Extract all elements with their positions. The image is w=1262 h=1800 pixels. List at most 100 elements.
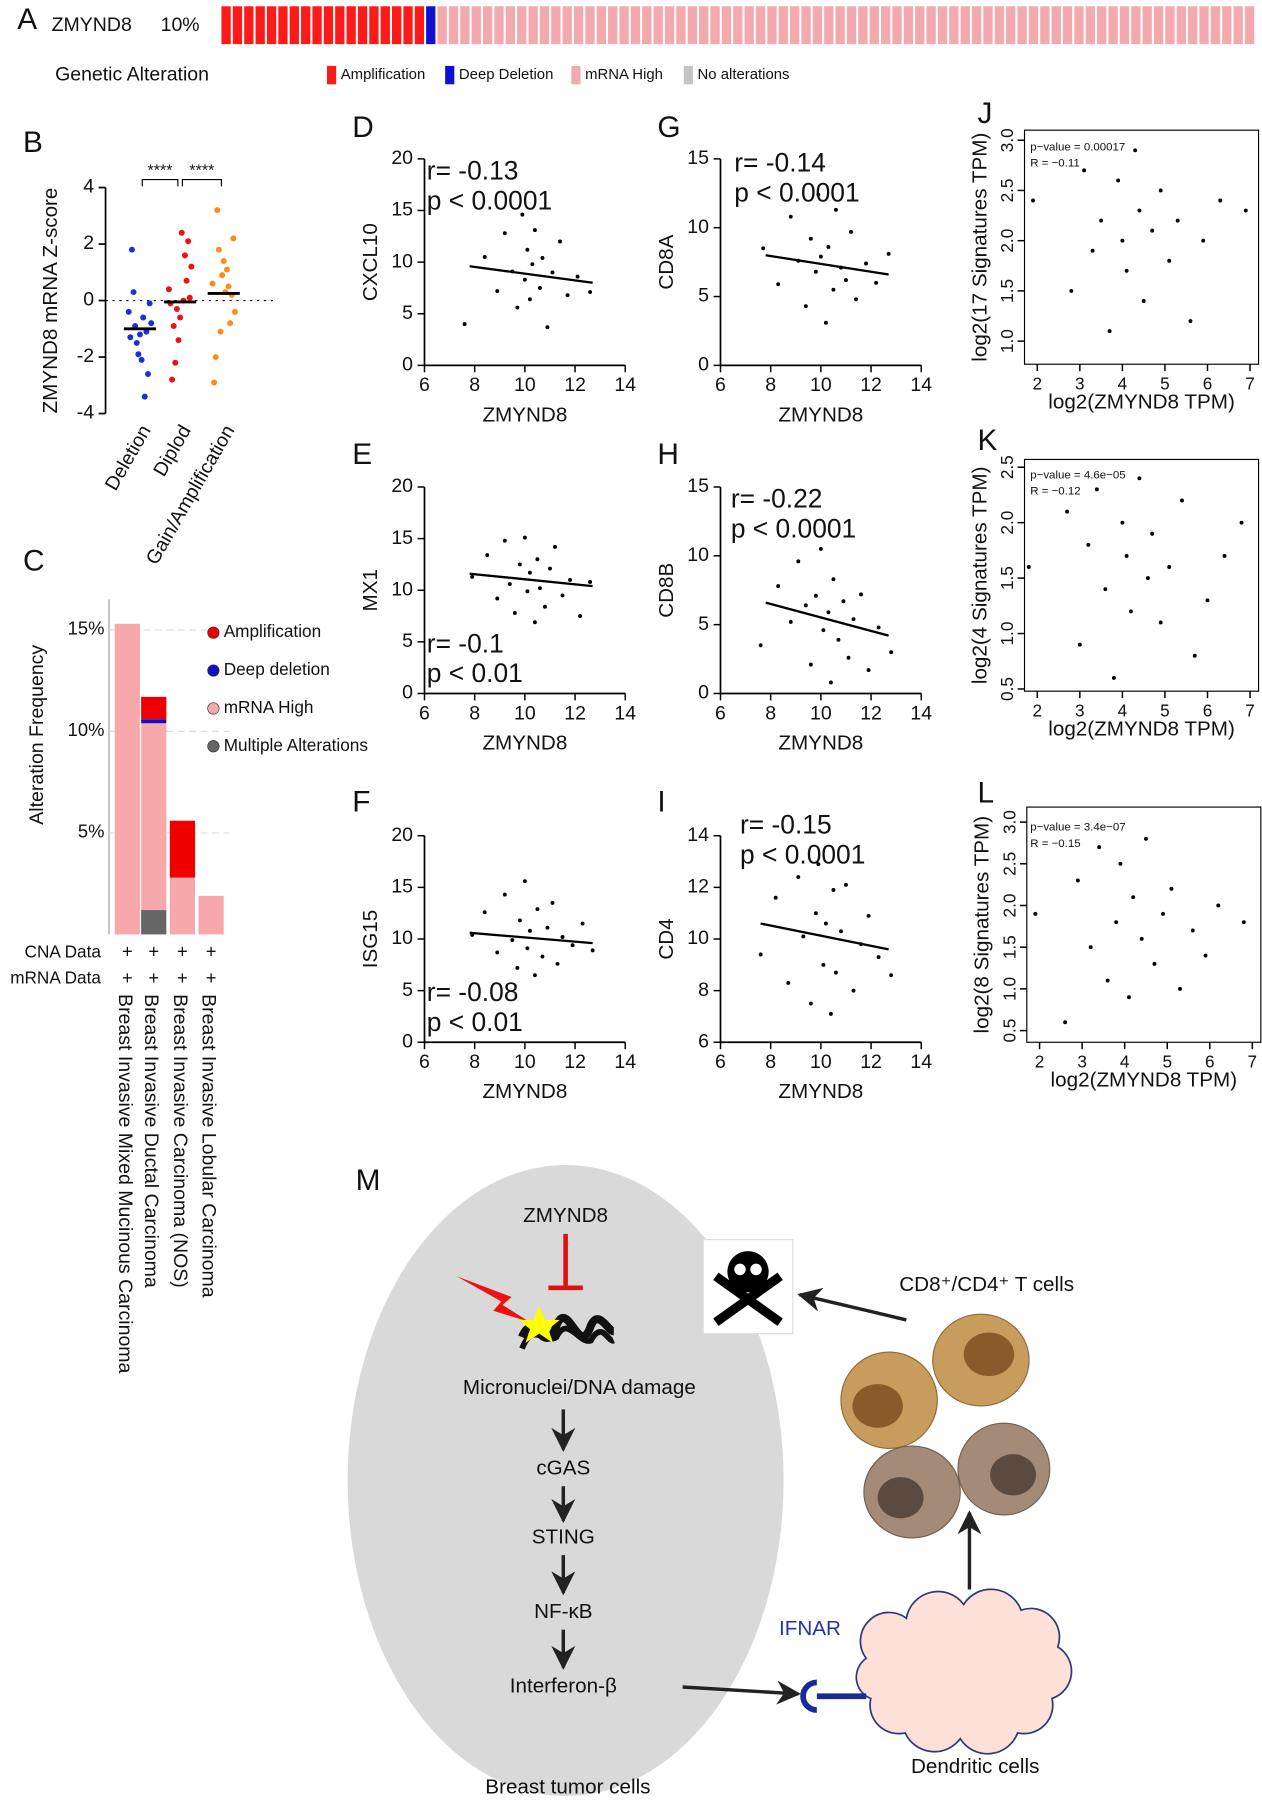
point — [1097, 845, 1102, 850]
alteration-cell — [858, 6, 868, 45]
alteration-cell — [1244, 6, 1255, 45]
point — [1082, 168, 1087, 173]
arrow — [797, 1287, 907, 1322]
alteration-cell — [1074, 6, 1084, 45]
point — [588, 580, 593, 584]
point — [1137, 476, 1142, 481]
point — [517, 562, 522, 567]
alteration-cell — [471, 6, 481, 45]
y-tick-label: 1.5 — [997, 279, 1017, 303]
point — [1190, 928, 1195, 933]
alteration-cell — [699, 6, 709, 45]
point — [758, 952, 763, 957]
point — [844, 882, 848, 887]
point — [803, 603, 808, 608]
alteration-cell — [1131, 6, 1141, 45]
x-tick-label: 7 — [1245, 700, 1255, 720]
annotation: p < 0.01 — [427, 1007, 523, 1037]
alteration-cell — [915, 6, 925, 45]
alteration-cell — [573, 6, 584, 45]
x-tick-label: 14 — [614, 702, 636, 724]
panel-label: J — [977, 97, 992, 130]
alteration-cell — [664, 6, 675, 45]
point — [1239, 520, 1244, 525]
point — [786, 980, 791, 985]
dot — [169, 376, 176, 383]
dot — [173, 306, 180, 313]
bar-segment — [169, 877, 196, 935]
point — [816, 192, 821, 197]
bracket — [181, 178, 222, 187]
frequency-label: 10% — [161, 14, 200, 36]
bar-segment — [141, 910, 167, 935]
dot — [217, 328, 224, 335]
point — [874, 280, 879, 285]
point — [1222, 553, 1227, 558]
point — [540, 256, 545, 260]
y-tick-label: 20 — [391, 147, 413, 169]
alteration-cell — [1028, 6, 1039, 45]
dot — [141, 393, 148, 400]
point — [555, 961, 560, 966]
y-tick-label: 20 — [391, 475, 413, 497]
alteration-cell — [244, 6, 254, 45]
point — [482, 910, 487, 915]
dot — [227, 320, 234, 327]
alteration-cell — [1006, 6, 1016, 45]
x-tick-label: 4 — [1120, 1051, 1130, 1071]
y-tick-label: 2.5 — [999, 852, 1019, 876]
alteration-cell — [505, 6, 516, 45]
alteration-cell — [380, 6, 390, 45]
y-tick-label: 5 — [698, 613, 709, 635]
dot — [135, 351, 142, 358]
point — [1218, 198, 1223, 203]
annotation: r= -0.14 — [734, 148, 826, 178]
x-axis-label: log2(ZMYND8 TPM) — [1048, 718, 1235, 741]
point — [826, 610, 831, 615]
point — [1243, 208, 1248, 213]
arrow — [682, 1680, 801, 1705]
point — [560, 593, 565, 598]
point — [502, 538, 507, 543]
alteration-cell — [596, 6, 607, 45]
node: cGAS — [536, 1457, 590, 1480]
y-tick-label: 10 — [391, 250, 413, 272]
alteration-cell — [323, 6, 334, 45]
legend-label: No alterations — [698, 67, 790, 83]
x-axis-label: log2(ZMYND8 TPM) — [1051, 1069, 1238, 1092]
annotation: p < 0.01 — [427, 658, 523, 688]
point — [545, 325, 550, 330]
y-tick-label: 6 — [698, 1030, 709, 1052]
point — [527, 297, 532, 302]
dot — [128, 246, 135, 253]
alteration-cell — [335, 6, 345, 45]
dot — [214, 207, 221, 214]
point — [512, 611, 517, 615]
x-tick-label: 6 — [419, 374, 430, 396]
point — [1131, 895, 1136, 900]
alteration-cell — [221, 6, 231, 45]
alteration-cell — [1051, 6, 1061, 45]
point — [1031, 198, 1035, 203]
legend-label: Deep Deletion — [459, 67, 553, 83]
panel-label: E — [352, 438, 372, 471]
bar-segment — [141, 696, 167, 720]
point — [813, 269, 818, 274]
alteration-cell — [903, 6, 914, 45]
alteration-cell — [642, 6, 652, 45]
point — [532, 620, 537, 625]
legend-swatch — [571, 65, 581, 85]
panel-label: I — [657, 786, 665, 819]
alteration-cell — [869, 6, 879, 45]
annotation: R = −0.12 — [1030, 486, 1080, 498]
point — [522, 535, 527, 540]
y-tick-label: 0 — [83, 289, 94, 311]
x-tick-label: 14 — [614, 374, 636, 396]
legend-label: mRNA High — [585, 67, 663, 83]
alteration-cell — [460, 6, 470, 45]
x-axis-label: ZMYND8 — [482, 1080, 567, 1103]
y-axis-label: ZMYND8 mRNA Z-score — [39, 188, 62, 414]
annotation: p < 0.0001 — [427, 185, 552, 215]
panel-label: K — [977, 424, 997, 457]
point — [808, 1001, 813, 1006]
